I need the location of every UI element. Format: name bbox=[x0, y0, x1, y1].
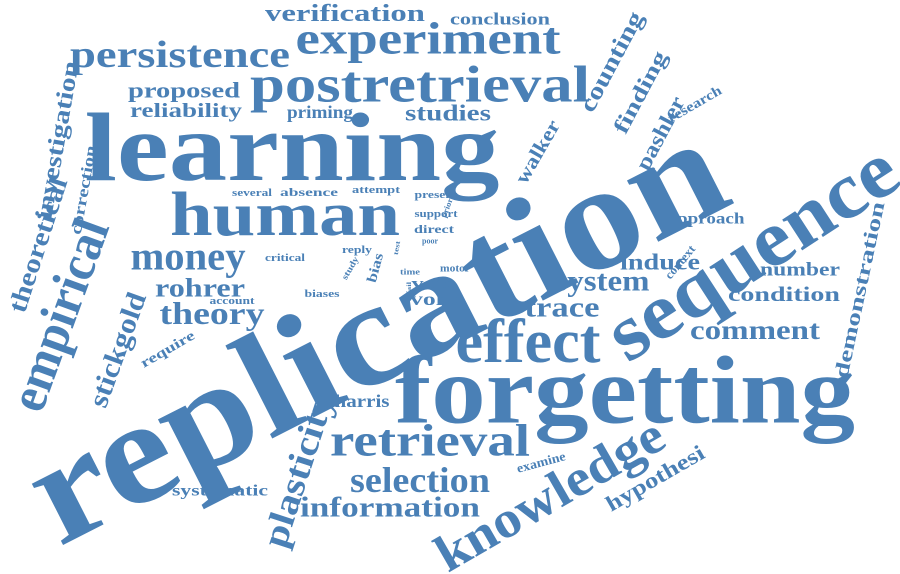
word: reply bbox=[342, 244, 373, 256]
word: vote bbox=[412, 276, 455, 293]
word: direct bbox=[414, 222, 454, 236]
word: system bbox=[555, 265, 650, 298]
word: account bbox=[210, 295, 255, 307]
word: critical bbox=[265, 252, 305, 264]
word: experiment bbox=[296, 13, 562, 64]
word: comment bbox=[690, 315, 820, 345]
word: poor bbox=[422, 237, 438, 246]
word: induce bbox=[620, 250, 700, 275]
word: approach bbox=[668, 211, 745, 228]
word: money bbox=[131, 234, 246, 279]
word: biases bbox=[305, 288, 341, 300]
word: present bbox=[415, 189, 458, 201]
word: postretrieval bbox=[250, 57, 590, 114]
word: reliability bbox=[130, 100, 242, 122]
word: studies bbox=[405, 101, 491, 126]
word: support bbox=[415, 208, 458, 220]
word: selection bbox=[350, 460, 490, 500]
word: harris bbox=[335, 391, 390, 411]
word: persistence bbox=[70, 34, 290, 76]
word: attempt bbox=[352, 184, 400, 196]
word: vohs bbox=[410, 289, 460, 309]
word: time bbox=[400, 268, 421, 277]
word: forgetting bbox=[395, 337, 855, 444]
word: number bbox=[760, 260, 841, 281]
word: test bbox=[392, 240, 402, 256]
word: fail bbox=[407, 282, 413, 294]
word: motor bbox=[440, 264, 471, 275]
word: human bbox=[170, 181, 400, 249]
word: conclusion bbox=[450, 10, 551, 29]
word: systematic bbox=[172, 483, 268, 500]
word: rohrer bbox=[155, 274, 245, 303]
word: verification bbox=[265, 1, 425, 27]
word: proposed bbox=[128, 78, 240, 103]
word: several bbox=[232, 187, 272, 199]
word: absence bbox=[280, 185, 339, 199]
word: effect bbox=[456, 308, 601, 376]
word: condition bbox=[728, 282, 840, 306]
word: theory bbox=[160, 295, 265, 331]
word: trace bbox=[525, 293, 600, 324]
word: retrieval bbox=[330, 415, 530, 466]
word: priming bbox=[287, 102, 353, 122]
word: information bbox=[300, 493, 481, 524]
word: learning bbox=[85, 94, 500, 202]
